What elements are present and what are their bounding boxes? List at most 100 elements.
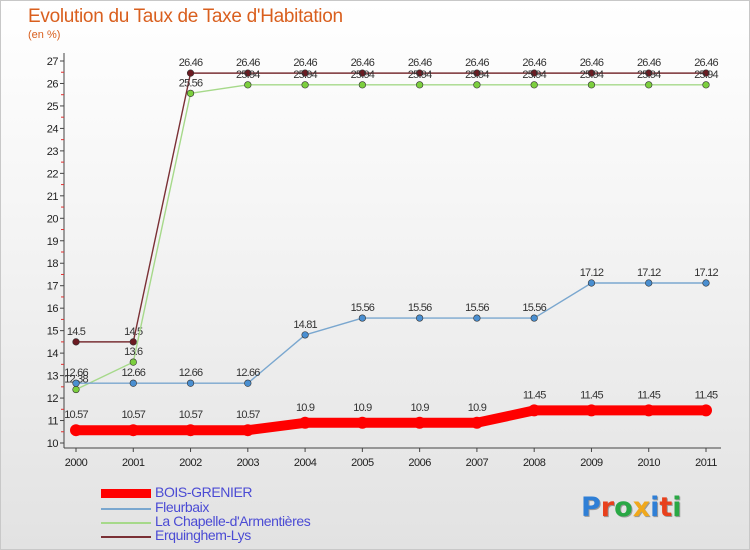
legend-label: Fleurbaix: [155, 499, 209, 515]
data-point: [587, 279, 596, 287]
data-point: [129, 358, 137, 366]
data-label: 15.56: [465, 302, 489, 314]
logo-letter: o: [614, 492, 633, 523]
legend-label: BOIS-GRENIER: [155, 484, 253, 500]
data-label: 11.45: [695, 389, 718, 401]
y-tick-label: 10: [47, 438, 59, 450]
x-tick-label: 2009: [580, 457, 603, 469]
data-label: 26.46: [465, 57, 489, 69]
data-point: [358, 314, 366, 322]
data-label: 26.46: [694, 57, 718, 69]
data-label: 25.94: [580, 69, 604, 81]
data-point: [642, 404, 655, 417]
y-tick-label: 17: [47, 281, 59, 293]
data-point: [413, 416, 426, 429]
data-label: 26.46: [179, 57, 203, 69]
data-point: [244, 379, 252, 387]
data-point: [702, 69, 710, 77]
data-point: [645, 279, 653, 287]
legend-swatch: [101, 535, 151, 538]
data-point: [301, 81, 309, 89]
x-tick-label: 2011: [695, 457, 717, 469]
y-tick-label: 26: [47, 78, 59, 90]
data-point: [530, 69, 538, 77]
logo-letter: i: [672, 492, 682, 523]
data-label: 25.94: [694, 69, 718, 81]
x-tick-label: 2008: [523, 457, 546, 469]
data-point: [70, 424, 82, 437]
data-point: [416, 81, 424, 89]
legend-swatch: [101, 521, 151, 524]
data-label: 25.94: [465, 69, 489, 81]
data-label: 15.56: [351, 302, 375, 314]
legend-swatch: [101, 507, 151, 510]
y-tick-label: 14: [47, 348, 59, 360]
data-label: 12.38: [64, 374, 88, 386]
data-label: 26.46: [522, 57, 546, 69]
data-point: [184, 424, 197, 437]
x-tick-label: 2010: [637, 457, 660, 469]
data-point: [72, 338, 80, 346]
data-point: [358, 69, 366, 77]
logo-letter: t: [659, 492, 673, 523]
data-label: 12.66: [64, 367, 88, 379]
data-point: [587, 81, 596, 89]
y-tick-label: 21: [47, 191, 59, 203]
data-point: [645, 69, 653, 77]
y-tick-label: 27: [47, 56, 59, 68]
logo-letter: P: [581, 492, 601, 523]
x-tick-label: 2001: [122, 457, 145, 469]
data-label: 15.56: [408, 302, 432, 314]
logo-letter: i: [650, 492, 660, 523]
data-label: 10.9: [296, 402, 315, 414]
legend-label: La Chapelle-d'Armentières: [155, 513, 311, 529]
y-tick-label: 23: [47, 146, 59, 158]
chart-subtitle: (en %): [28, 29, 61, 41]
x-tick-label: 2006: [408, 457, 431, 469]
series-line-la-chapelle-d-armentieres: [75, 84, 707, 391]
data-point: [416, 314, 424, 322]
data-label: 14.5: [67, 326, 86, 338]
y-tick-label: 16: [47, 303, 59, 315]
data-label: 26.46: [580, 57, 604, 69]
data-point: [129, 338, 137, 346]
legend-swatch: [101, 489, 151, 498]
series-line-fleurbaix: [75, 282, 707, 384]
data-label: 25.94: [236, 69, 260, 81]
data-point: [186, 379, 195, 387]
data-label: 12.66: [122, 367, 146, 379]
data-label: 10.57: [236, 409, 260, 421]
y-tick-label: 25: [47, 101, 59, 113]
data-point: [186, 89, 195, 97]
y-tick-label: 13: [47, 371, 59, 383]
data-label: 26.46: [293, 57, 317, 69]
y-tick-label: 18: [47, 258, 59, 270]
data-point: [702, 81, 710, 89]
data-point: [186, 69, 195, 77]
data-label: 10.9: [468, 402, 487, 414]
data-label: 10.57: [179, 409, 203, 421]
data-point: [356, 416, 369, 429]
y-tick-label: 15: [47, 326, 59, 338]
data-point: [470, 416, 483, 429]
data-label: 17.12: [580, 267, 604, 279]
data-label: 12.66: [236, 367, 260, 379]
data-point: [416, 69, 424, 77]
data-point: [528, 404, 541, 417]
y-tick-label: 19: [47, 236, 59, 248]
data-label: 25.56: [179, 77, 203, 89]
y-tick-label: 20: [47, 213, 59, 225]
data-point: [700, 404, 712, 417]
data-point: [72, 379, 80, 387]
y-tick-label: 22: [47, 168, 59, 180]
data-label: 10.57: [122, 409, 146, 421]
legend-label: Erquinghem-Lys: [155, 527, 251, 543]
data-label: 25.94: [408, 69, 432, 81]
data-point: [585, 404, 598, 417]
y-tick-label: 11: [48, 416, 59, 428]
proxiti-logo: Proxiti: [581, 492, 682, 523]
series-line-bois-grenier: [71, 405, 711, 436]
data-label: 17.12: [694, 267, 718, 279]
data-point: [244, 81, 252, 89]
